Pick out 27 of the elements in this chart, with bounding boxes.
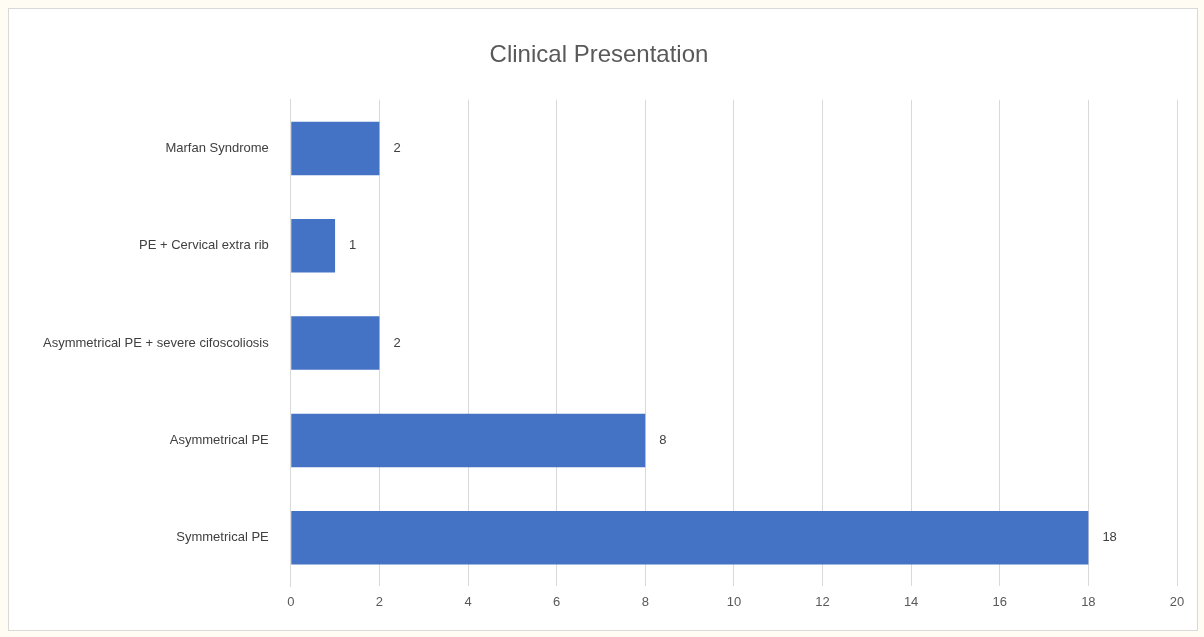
bar: [291, 316, 380, 370]
y-tick-label: Symmetrical PE: [176, 529, 270, 545]
x-tick-label: 4: [464, 593, 472, 609]
x-tick-label: 6: [553, 593, 561, 609]
y-tick-label: PE + Cervical extra rib: [139, 237, 269, 253]
x-tick-label: 12: [815, 593, 830, 609]
data-label: 2: [393, 140, 401, 156]
x-tick-label: 10: [726, 593, 742, 609]
x-tick-label: 16: [992, 593, 1007, 609]
x-tick-label: 8: [641, 593, 649, 609]
data-label: 18: [1102, 529, 1117, 545]
bar: [291, 219, 336, 273]
chart-title: Clinical Presentation: [489, 40, 709, 68]
x-tick-label: 14: [903, 593, 919, 609]
y-tick-label: Asymmetrical PE + severe cifoscoliosis: [43, 334, 270, 350]
x-tick-label: 18: [1081, 593, 1096, 609]
bar: [291, 510, 1089, 565]
bar: [291, 121, 380, 176]
y-tick-label: Asymmetrical PE: [169, 432, 270, 447]
data-label: 8: [659, 432, 667, 447]
data-label: 2: [393, 334, 401, 350]
data-label: 1: [349, 237, 357, 253]
y-tick-label: Marfan Syndrome: [165, 140, 269, 156]
x-tick-label: 20: [1169, 593, 1185, 609]
x-tick-label: 2: [375, 593, 383, 609]
x-tick-label: 0: [287, 593, 295, 609]
bar: [291, 413, 646, 468]
